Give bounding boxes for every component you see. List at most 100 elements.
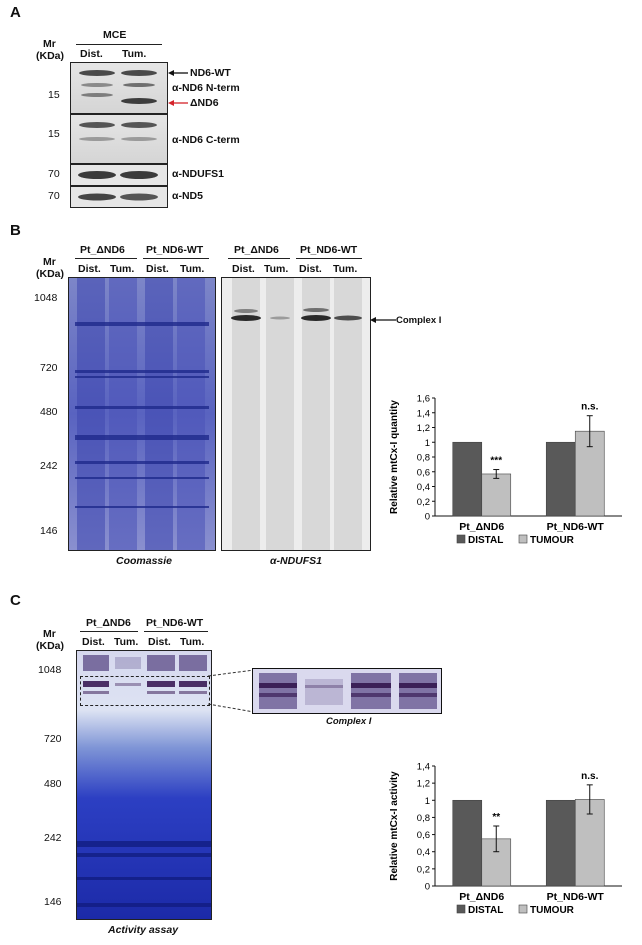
y-tick-label: 0: [425, 512, 430, 523]
significance-label: **: [492, 812, 500, 823]
panel-b-lane-6: Tum.: [264, 263, 289, 275]
panel-c-letter: C: [10, 592, 21, 609]
activity-gel: [76, 650, 212, 920]
ndufs1-bn-blot: [221, 277, 371, 551]
x-category-label: Pt_ND6-WT: [547, 521, 605, 533]
label-nd5: α-ND5: [172, 190, 203, 202]
y-tick-label: 0,8: [417, 813, 430, 824]
legend-label-tumour: TUMOUR: [530, 905, 575, 916]
panel-b-group-3: Pt_ΔND6: [234, 244, 279, 256]
complex-i-arrow-b: [370, 317, 396, 323]
legend-swatch-tumour: [518, 904, 528, 914]
panel-a-marker-70a: 70: [48, 168, 60, 180]
panel-b-group-1: Pt_ΔND6: [80, 244, 125, 256]
nd6-cterm-blot: [70, 114, 168, 164]
label-nterm: α-ND6 N-term: [172, 82, 240, 94]
ndufs1-blot: [70, 164, 168, 186]
mtcx-quantity-chart: Relative mtCx-I quantity 0 0,2 0,4 0,6 0,8 1 1,…: [389, 394, 622, 546]
caption-coomassie: Coomassie: [116, 555, 173, 567]
panel-c-lane-1: Dist.: [82, 636, 105, 648]
x-category-label: Pt_ΔND6: [459, 891, 504, 903]
panel-c-marker-242: 242: [44, 832, 62, 844]
y-tick-label: 0,8: [417, 453, 430, 464]
y-tick-label: 0: [425, 882, 430, 893]
panel-b-lane-4: Tum.: [180, 263, 205, 275]
panel-a-lane-dist: Dist.: [80, 48, 103, 60]
legend-label-distal: DISTAL: [468, 535, 503, 546]
panel-a-letter: A: [10, 4, 21, 21]
panel-c-marker-480: 480: [44, 778, 62, 790]
legend-label-distal: DISTAL: [468, 905, 503, 916]
x-category-label: Pt_ND6-WT: [547, 891, 605, 903]
caption-ndufs1: α-NDUFS1: [270, 555, 323, 567]
y-tick-label: 1,4: [417, 408, 430, 419]
significance-label: ***: [490, 456, 502, 467]
panel-b-marker-146: 146: [40, 525, 58, 537]
x-category-label: Pt_ΔND6: [459, 521, 504, 533]
panel-a-marker-15b: 15: [48, 128, 60, 140]
caption-zoom-complex-i: Complex I: [326, 716, 372, 727]
zoom-lines: [208, 669, 255, 713]
panel-c-group-1: Pt_ΔND6: [86, 617, 131, 629]
caption-activity: Activity assay: [108, 924, 179, 936]
legend-label-tumour: TUMOUR: [530, 535, 575, 546]
nd6-nterm-blot: [70, 62, 168, 114]
panel-b-marker-720: 720: [40, 362, 58, 374]
complex-i-label-b: Complex I: [396, 315, 442, 326]
coomassie-gel: [68, 277, 216, 551]
y-axis-label: Relative mtCx-I quantity: [389, 400, 400, 514]
y-tick-label: 0,6: [417, 467, 430, 478]
label-ndufs1: α-NDUFS1: [172, 168, 224, 180]
panel-b-lane-2: Tum.: [110, 263, 135, 275]
nd5-blot: [70, 186, 168, 208]
panel-b-group-2: Pt_ND6-WT: [146, 244, 204, 256]
mtcx-activity-chart: Relative mtCx-I activity 0 0,2 0,4 0,6 0,8 1 1,…: [389, 762, 622, 916]
y-tick-label: 1: [425, 796, 430, 807]
label-delta-nd6: ΔND6: [190, 97, 219, 109]
panel-c-marker-1048: 1048: [38, 664, 62, 676]
legend-swatch-distal: [456, 904, 466, 914]
bar-distal-0: [452, 799, 483, 887]
panel-a-mr-label: Mr: [43, 38, 56, 50]
y-tick-label: 0,2: [417, 864, 430, 875]
panel-c-marker-146: 146: [44, 896, 62, 908]
panel-b-lane-8: Tum.: [333, 263, 358, 275]
panel-b-mr-label: Mr: [43, 256, 56, 268]
bar-distal-1: [545, 441, 576, 517]
panel-a-kda-label: (KDa): [36, 50, 64, 62]
panel-c-lane-2: Tum.: [114, 636, 139, 648]
y-tick-label: 0,4: [417, 847, 430, 858]
panel-a-group-line: [76, 44, 162, 45]
panel-b-lane-7: Dist.: [299, 263, 322, 275]
y-tick-label: 1,2: [417, 423, 430, 434]
y-tick-label: 1,2: [417, 779, 430, 790]
panel-a-group-label: MCE: [103, 29, 127, 41]
significance-label: n.s.: [581, 771, 598, 782]
y-tick-label: 1,4: [417, 762, 430, 773]
panel-c-lane-3: Dist.: [148, 636, 171, 648]
panel-b-marker-480: 480: [40, 406, 58, 418]
label-nd6-wt: ND6-WT: [190, 67, 231, 79]
y-tick-label: 1: [425, 438, 430, 449]
bar-tumour-0: [481, 473, 512, 517]
y-tick-label: 0,4: [417, 482, 430, 493]
legend-swatch-tumour: [518, 534, 528, 544]
y-tick-label: 1,6: [417, 394, 430, 405]
panel-c-marker-720: 720: [44, 733, 62, 745]
y-tick-label: 0,2: [417, 497, 430, 508]
panel-b-marker-1048: 1048: [34, 292, 58, 304]
panel-b-lane-5: Dist.: [232, 263, 255, 275]
panel-a-marker-70b: 70: [48, 190, 60, 202]
panel-b-marker-242: 242: [40, 460, 58, 472]
panel-a-arrows: [168, 70, 188, 106]
panel-b-lane-3: Dist.: [146, 263, 169, 275]
significance-label: n.s.: [581, 402, 598, 413]
y-axis-label: Relative mtCx-I activity: [389, 771, 400, 881]
panel-a-marker-15a: 15: [48, 89, 60, 101]
y-tick-label: 0,6: [417, 830, 430, 841]
zoom-box: [80, 676, 210, 706]
panel-c-lane-4: Tum.: [180, 636, 205, 648]
complex-i-zoom-inset: [252, 668, 442, 714]
panel-c-mr-label: Mr: [43, 628, 56, 640]
panel-c-group-2: Pt_ND6-WT: [146, 617, 204, 629]
